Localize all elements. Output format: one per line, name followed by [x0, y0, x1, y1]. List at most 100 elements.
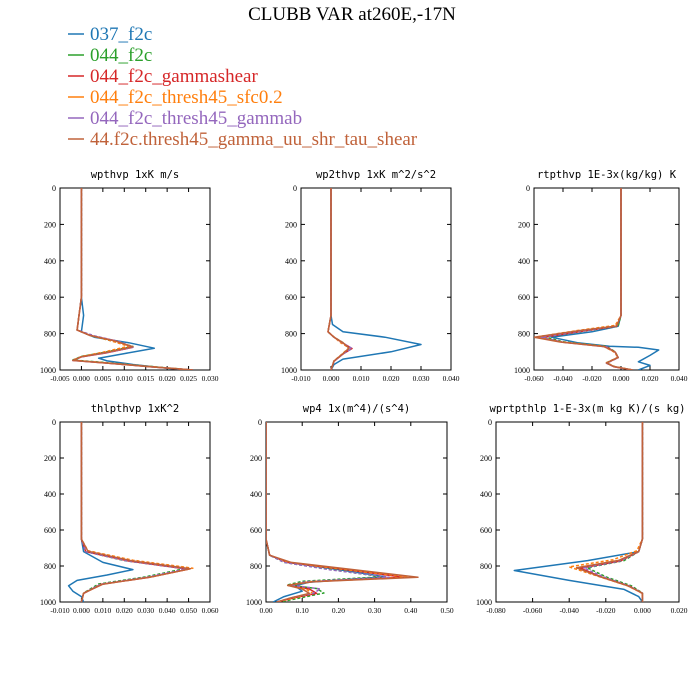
panel-title: wp4 1x(m^4)/(s^4)	[303, 403, 410, 415]
series-group	[513, 422, 644, 602]
series-group	[72, 188, 193, 370]
y-tick-label: 400	[44, 490, 56, 499]
x-tick-label: 0.020	[642, 374, 659, 383]
plot-frame	[265, 421, 448, 603]
series-group	[67, 422, 194, 602]
y-tick-label: 200	[285, 220, 297, 229]
x-tick-label: 0.020	[671, 606, 688, 615]
x-tick-label: -0.060	[523, 606, 543, 615]
series-line-6	[327, 188, 350, 370]
y-tick-label: 400	[285, 257, 297, 266]
x-tick-label: 0.020	[159, 374, 176, 383]
legend-label: 044_f2c_thresh45_sfc0.2	[90, 87, 283, 108]
y-tick-label: 800	[285, 330, 297, 339]
y-tick-label: 1000	[246, 598, 262, 607]
y-tick-label: 1000	[281, 366, 297, 375]
series-line-6	[266, 422, 419, 602]
x-tick-label: 0.040	[159, 606, 176, 615]
y-tick-label: 1000	[514, 366, 530, 375]
x-tick-label: 0.010	[353, 374, 370, 383]
series-line-4	[266, 422, 412, 602]
series-line-6	[534, 188, 633, 370]
x-tick-label: -0.010	[50, 606, 70, 615]
y-tick-label: 200	[480, 454, 492, 463]
x-tick-label: 0.20	[332, 606, 345, 615]
y-tick-label: 400	[480, 490, 492, 499]
series-line-4	[80, 422, 194, 602]
y-tick-label: 200	[518, 220, 530, 229]
x-tick-label: 0.005	[94, 374, 111, 383]
series-line-6	[72, 188, 193, 370]
y-tick-label: 600	[44, 293, 56, 302]
panel-title: rtpthvp 1E-3x(kg/kg) K	[537, 169, 677, 181]
x-tick-label: 0.010	[94, 606, 111, 615]
x-tick-label: 0.010	[116, 374, 133, 383]
series-line-1	[67, 422, 134, 602]
y-tick-label: 400	[518, 257, 530, 266]
x-tick-label: -0.040	[560, 606, 580, 615]
y-tick-label: 1000	[40, 598, 56, 607]
figure-title: CLUBB VAR at260E,-17N	[248, 4, 456, 25]
y-tick-label: 200	[250, 454, 262, 463]
y-tick-label: 800	[44, 562, 56, 571]
series-line-2	[544, 188, 633, 370]
y-tick-label: 0	[526, 184, 530, 193]
y-tick-label: 1000	[476, 598, 492, 607]
y-tick-label: 0	[258, 418, 262, 427]
x-tick-label: 0.030	[413, 374, 430, 383]
x-tick-label: 0.040	[443, 374, 460, 383]
x-tick-label: 0.000	[73, 374, 90, 383]
series-line-3	[579, 422, 644, 602]
x-tick-label: -0.005	[50, 374, 70, 383]
x-tick-label: 0.00	[259, 606, 272, 615]
x-tick-label: 0.020	[383, 374, 400, 383]
series-line-2	[72, 188, 193, 370]
y-tick-label: 1000	[40, 366, 56, 375]
series-line-1	[513, 422, 644, 602]
legend-label: 037_f2c	[90, 24, 152, 45]
series-line-5	[540, 188, 633, 370]
y-tick-label: 800	[480, 562, 492, 571]
y-tick-label: 600	[44, 526, 56, 535]
y-tick-label: 200	[44, 454, 56, 463]
x-tick-label: -0.080	[486, 606, 506, 615]
y-tick-label: 400	[250, 490, 262, 499]
x-tick-label: 0.060	[202, 606, 219, 615]
x-tick-label: 0.000	[73, 606, 90, 615]
x-tick-label: -0.010	[291, 374, 311, 383]
series-line-1	[330, 188, 422, 370]
y-tick-label: 0	[52, 418, 56, 427]
y-tick-label: 600	[250, 526, 262, 535]
x-tick-label: 0.000	[323, 374, 340, 383]
plot-frame	[533, 187, 680, 371]
x-tick-label: 0.030	[137, 606, 154, 615]
x-tick-label: 0.50	[440, 606, 453, 615]
series-line-5	[266, 422, 390, 602]
series-line-6	[80, 422, 192, 602]
series-group	[266, 422, 419, 602]
series-line-3	[540, 188, 633, 370]
series-line-3	[266, 422, 405, 602]
y-tick-label: 400	[44, 257, 56, 266]
y-tick-label: 600	[480, 526, 492, 535]
series-line-1	[266, 422, 387, 602]
x-tick-label: 0.050	[180, 606, 197, 615]
y-tick-label: 0	[52, 184, 56, 193]
series-line-5	[583, 422, 644, 602]
series-line-5	[72, 188, 193, 370]
x-tick-label: 0.020	[116, 606, 133, 615]
y-tick-label: 800	[44, 330, 56, 339]
x-tick-label: 0.000	[613, 374, 630, 383]
x-tick-label: 0.40	[404, 606, 417, 615]
series-line-1	[550, 188, 660, 370]
y-tick-label: 600	[285, 293, 297, 302]
series-line-4	[536, 188, 633, 370]
panel-title: wprtpthlp 1-E-3x(m kg K)/(s kg)	[490, 403, 686, 415]
x-tick-label: 0.025	[180, 374, 197, 383]
series-group	[534, 188, 660, 370]
